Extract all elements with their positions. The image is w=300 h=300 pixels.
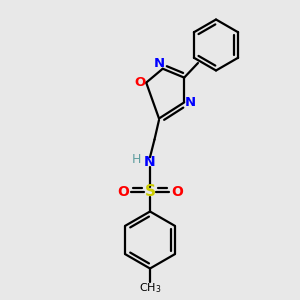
Text: O: O [117,185,129,199]
Text: CH$_3$: CH$_3$ [139,281,161,295]
Text: O: O [171,185,183,199]
Text: N: N [144,155,156,169]
Text: O: O [134,76,145,89]
Text: S: S [145,184,155,200]
Text: H: H [132,153,141,166]
Text: N: N [154,57,165,70]
Text: N: N [185,96,196,109]
